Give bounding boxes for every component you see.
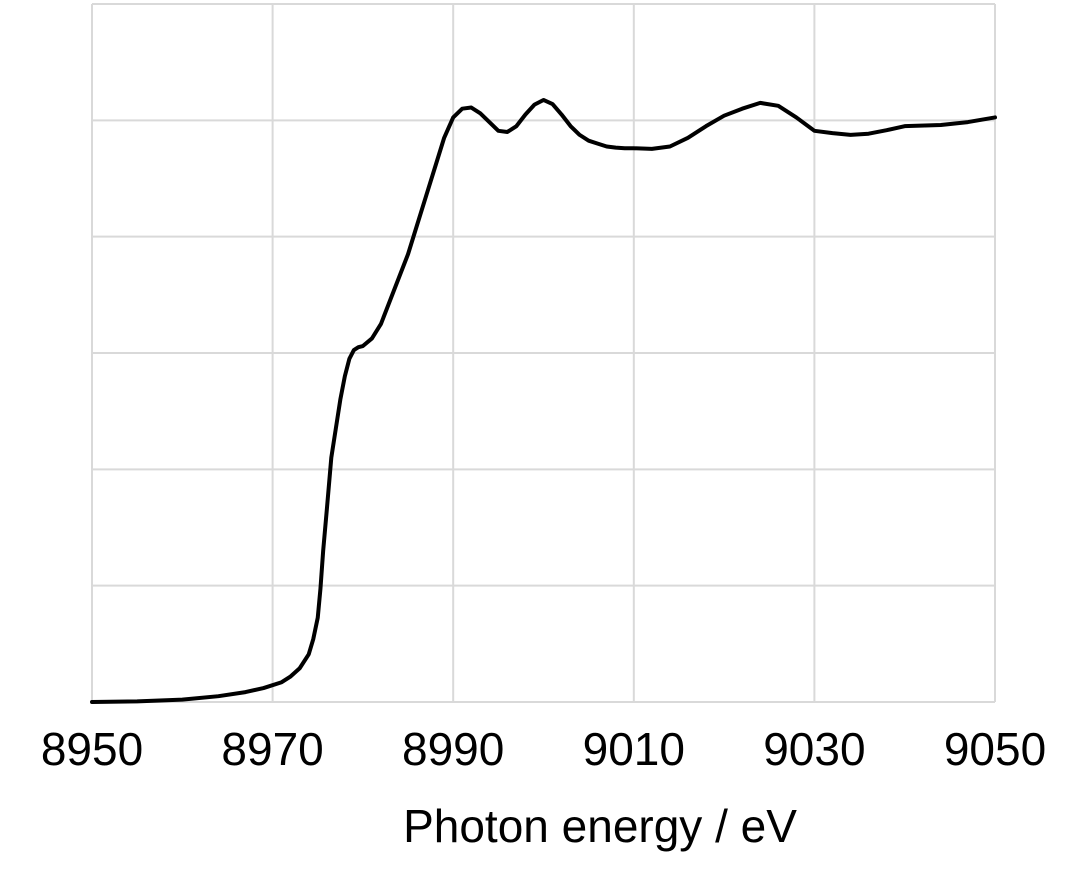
series-line [90,97,997,704]
x-tick-labels: 8950 8970 8990 9010 9030 9050 [41,723,1046,775]
x-tick-label: 9030 [763,723,865,775]
x-tick-label: 8950 [41,723,143,775]
x-tick-label: 9050 [944,723,1046,775]
x-tick-label: 9010 [583,723,685,775]
x-tick-label: 8970 [221,723,323,775]
chart-grid [91,3,996,703]
x-axis-title: Photon energy / eV [403,800,797,852]
x-tick-label: 8990 [402,723,504,775]
